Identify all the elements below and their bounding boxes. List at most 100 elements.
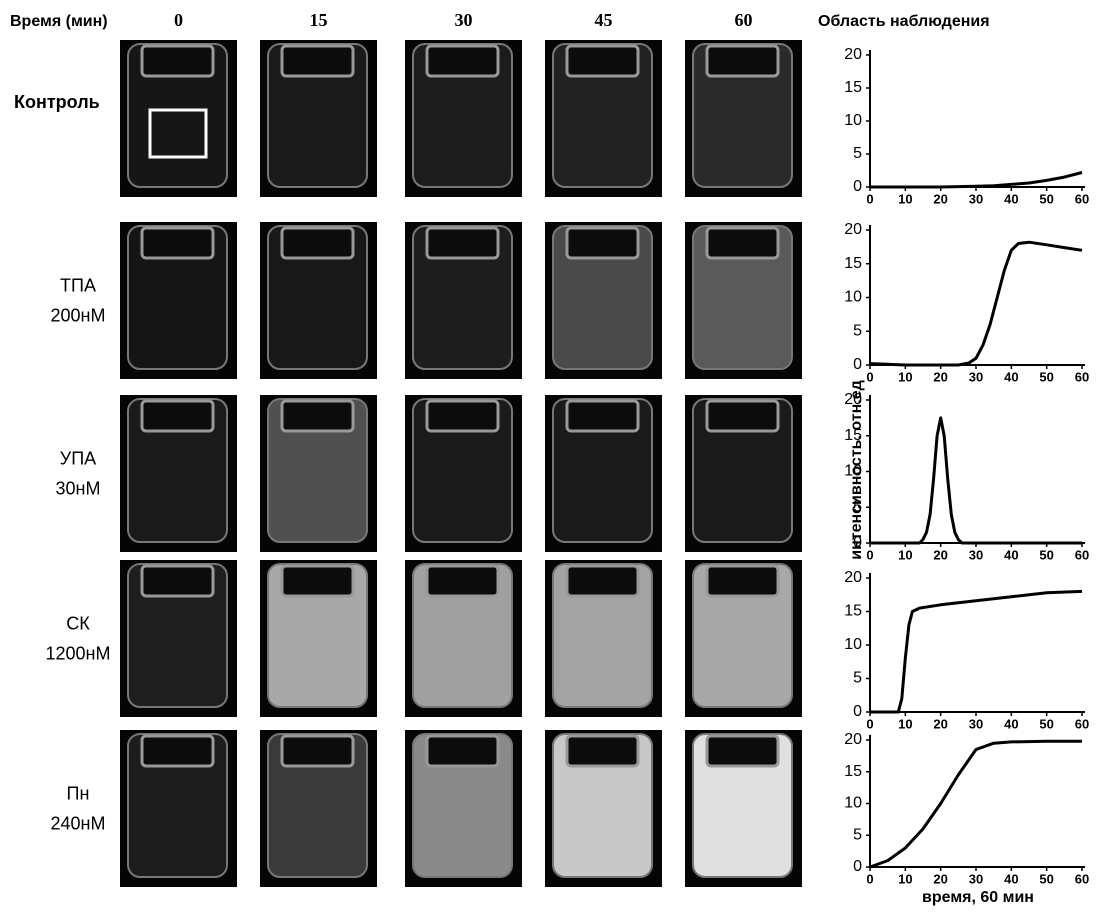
- y-tick-label: 10: [844, 795, 862, 812]
- x-tick-label: 40: [1004, 547, 1018, 562]
- insert: [280, 734, 355, 768]
- insert: [140, 226, 215, 260]
- x-tick-label: 10: [898, 547, 912, 562]
- tube: [692, 398, 793, 543]
- tube: [127, 733, 228, 878]
- tube: [267, 563, 368, 708]
- insert: [425, 564, 500, 598]
- y-tick-label: 5: [853, 670, 862, 687]
- tube: [127, 43, 228, 188]
- tube: [267, 733, 368, 878]
- x-tick-label: 60: [1075, 871, 1089, 886]
- tube: [267, 225, 368, 370]
- y-tick-label: 10: [844, 636, 862, 653]
- y-tick-label: 15: [844, 79, 862, 96]
- y-tick-label: 15: [844, 255, 862, 272]
- y-tick-label: 20: [844, 569, 862, 586]
- curve: [869, 240, 1083, 367]
- y-tick-label: 0: [853, 356, 862, 373]
- time-label: 15: [310, 10, 328, 30]
- x-tick-label: 0: [866, 871, 873, 886]
- y-tick-label: 0: [853, 858, 862, 875]
- y-tick-label: 15: [844, 603, 862, 620]
- insert: [425, 226, 500, 260]
- insert: [425, 399, 500, 433]
- row-label: СК: [66, 613, 90, 633]
- row-label: 240нМ: [51, 813, 106, 833]
- x-tick-label: 30: [969, 871, 983, 886]
- tube: [692, 563, 793, 708]
- row-label: УПА: [60, 448, 96, 468]
- insert: [140, 44, 215, 78]
- x-tick-label: 60: [1075, 716, 1089, 731]
- x-tick-label: 0: [866, 716, 873, 731]
- x-tick-label: 40: [1004, 716, 1018, 731]
- insert: [280, 564, 355, 598]
- x-tick-label: 0: [866, 191, 873, 206]
- x-tick-label: 50: [1039, 191, 1053, 206]
- insert: [705, 564, 780, 598]
- x-tick-label: 0: [866, 369, 873, 384]
- tube: [267, 43, 368, 188]
- x-tick-label: 50: [1039, 369, 1053, 384]
- x-tick-label: 20: [933, 369, 947, 384]
- insert: [565, 226, 640, 260]
- x-tick-label: 40: [1004, 369, 1018, 384]
- y-tick-label: 0: [853, 703, 862, 720]
- x-axis-label: время, 60 мин: [922, 889, 1034, 906]
- tube: [552, 43, 653, 188]
- tube: [552, 733, 653, 878]
- x-tick-label: 30: [969, 716, 983, 731]
- curve: [869, 739, 1082, 869]
- y-tick-label: 20: [844, 46, 862, 63]
- region-box: [148, 108, 208, 159]
- curve: [870, 589, 1083, 714]
- x-tick-label: 60: [1075, 547, 1089, 562]
- time-label: 30: [455, 10, 473, 30]
- insert: [280, 44, 355, 78]
- row-label: Контроль: [14, 92, 100, 112]
- tube: [552, 398, 653, 543]
- y-tick-label: 5: [853, 826, 862, 843]
- insert: [280, 226, 355, 260]
- curve: [870, 171, 1083, 189]
- tube: [127, 398, 228, 543]
- tube: [127, 563, 228, 708]
- tube: [412, 43, 513, 188]
- x-tick-label: 30: [969, 191, 983, 206]
- time-label: 0: [174, 10, 183, 30]
- y-tick-label: 15: [844, 763, 862, 780]
- insert: [140, 399, 215, 433]
- tube: [127, 225, 228, 370]
- tube: [412, 733, 513, 878]
- insert: [705, 44, 780, 78]
- x-tick-label: 10: [898, 871, 912, 886]
- insert: [425, 44, 500, 78]
- x-tick-label: 50: [1039, 716, 1053, 731]
- time-label: 60: [735, 10, 753, 30]
- x-tick-label: 40: [1004, 191, 1018, 206]
- tube: [692, 225, 793, 370]
- curve: [870, 416, 1082, 545]
- insert: [140, 564, 215, 598]
- y-axis-label: интенсивность. отн.ед: [848, 380, 865, 560]
- time-label: 45: [595, 10, 613, 30]
- y-tick-label: 10: [844, 463, 862, 480]
- insert: [705, 399, 780, 433]
- x-tick-label: 20: [933, 871, 947, 886]
- y-tick-label: 10: [844, 289, 862, 306]
- x-tick-label: 10: [898, 191, 912, 206]
- row-label: ТПА: [60, 275, 96, 295]
- y-tick-label: 0: [853, 534, 862, 551]
- x-tick-label: 50: [1039, 871, 1053, 886]
- y-tick-label: 20: [844, 391, 862, 408]
- tube: [412, 225, 513, 370]
- y-tick-label: 5: [853, 322, 862, 339]
- y-tick-label: 5: [853, 498, 862, 515]
- x-tick-label: 10: [898, 716, 912, 731]
- x-tick-label: 60: [1075, 369, 1089, 384]
- row-label: 200нМ: [51, 305, 106, 325]
- insert: [425, 734, 500, 768]
- tube: [552, 563, 653, 708]
- x-tick-label: 30: [969, 369, 983, 384]
